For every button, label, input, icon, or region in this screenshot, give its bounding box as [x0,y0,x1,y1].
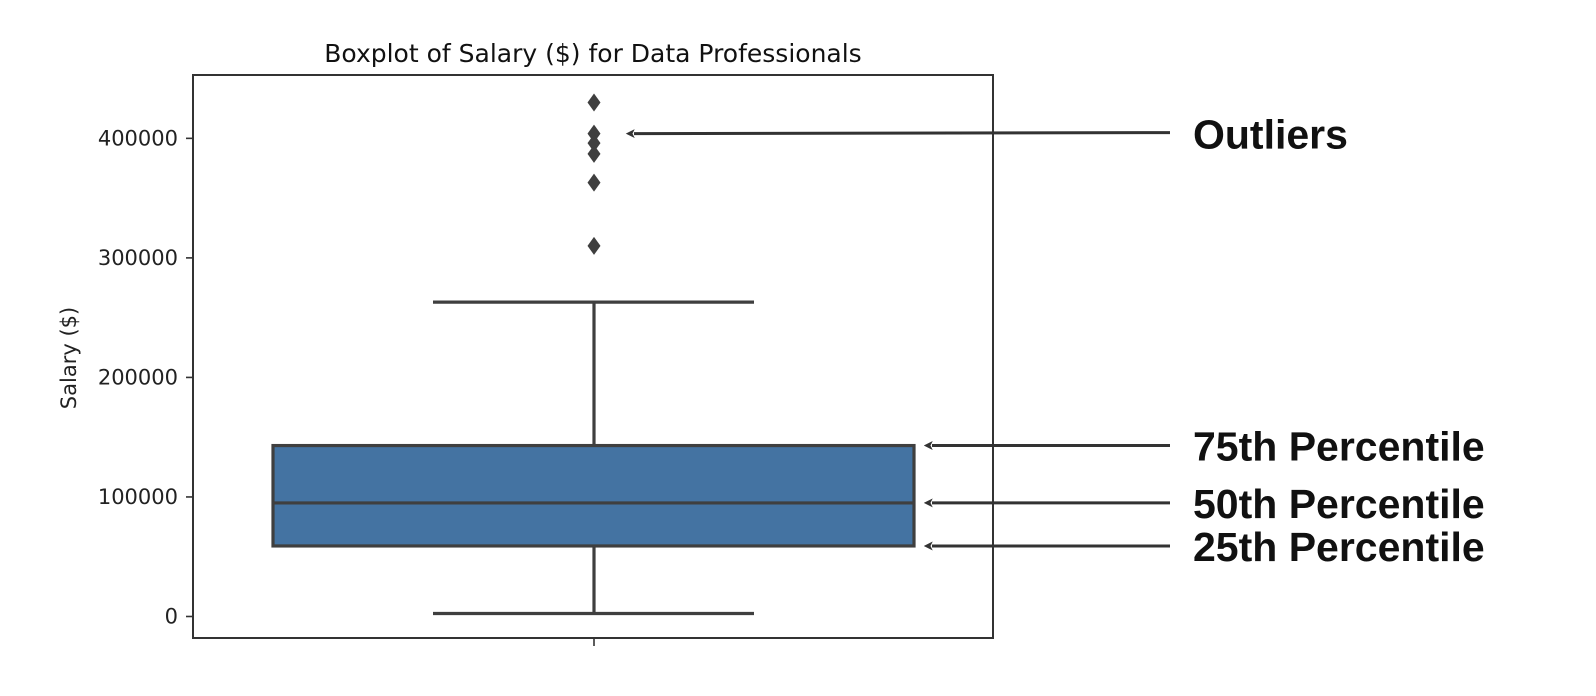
iqr-box [271,443,916,548]
annotation-75th-label: 75th Percentile [1193,424,1485,470]
annotation-outliers-label: Outliers [1193,112,1348,158]
y-tick-label: 300000 [98,246,178,270]
plot-frame [192,74,994,639]
chart-title: Boxplot of Salary ($) for Data Professio… [324,39,861,68]
annotations: Outliers 75th Percentile 50th Percentile25… [625,112,1485,570]
annotation-50th-label: 50th Percentile [1193,481,1485,527]
outlier-point [587,144,601,163]
outlier-point [587,236,601,255]
annotation-25th-label: 25th Percentile [1193,524,1485,570]
y-tick-label: 400000 [98,126,178,150]
y-axis-label: Salary ($) [57,307,81,409]
y-tick-label: 200000 [98,365,178,389]
annotation-outliers-arrow [625,129,1171,139]
outlier-point [587,93,601,112]
y-tick-label: 100000 [98,485,178,509]
outlier-point [587,173,601,192]
outlier-point [587,124,601,143]
plot-content [271,93,916,616]
outlier-point [587,134,601,153]
y-tick-label: 0 [165,604,178,628]
